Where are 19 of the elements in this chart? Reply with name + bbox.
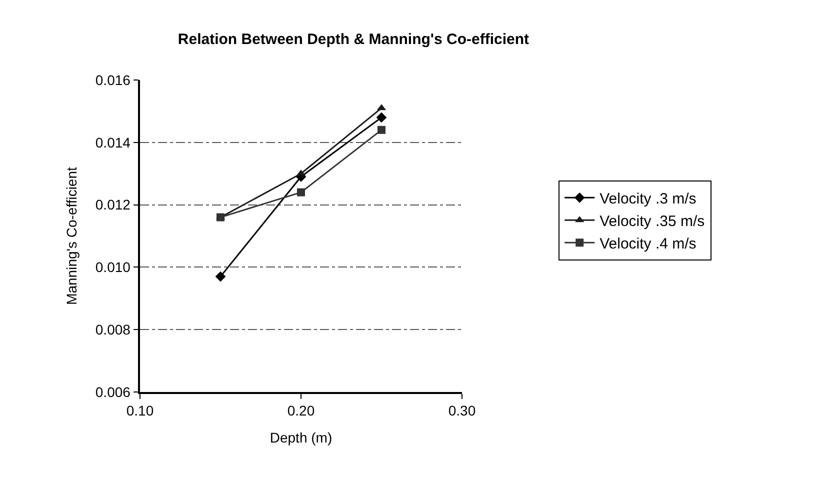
x-axis-title: Depth (m) xyxy=(270,429,332,446)
point xyxy=(297,188,305,196)
y-tick-label: 0.010 xyxy=(95,259,131,276)
y-tick-label: 0.016 xyxy=(95,72,131,88)
y-axis-title: Manning's Co-efficient xyxy=(64,166,80,305)
point xyxy=(215,271,226,282)
point xyxy=(378,126,386,134)
x-tick-label: 0.30 xyxy=(448,402,476,419)
x-tick-label: 0.10 xyxy=(126,402,154,419)
point xyxy=(376,112,387,123)
chart-title: Relation Between Depth & Manning's Co-efficient xyxy=(178,31,530,48)
x-tick-label: 0.20 xyxy=(287,402,315,419)
y-tick-label: 0.006 xyxy=(95,384,131,400)
y-tick-label: 0.008 xyxy=(95,322,131,338)
y-tick-label: 0.012 xyxy=(95,196,131,213)
legend-label: Velocity .3 m/s xyxy=(600,190,696,208)
legend-label: Velocity .4 m/s xyxy=(600,236,696,252)
legend-label: Velocity .35 m/s xyxy=(600,213,705,230)
y-tick-label: 0.014 xyxy=(95,134,131,150)
